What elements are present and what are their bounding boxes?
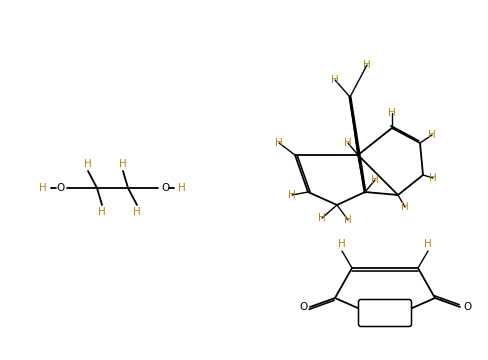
Text: H: H: [178, 183, 186, 193]
Text: H: H: [98, 207, 106, 217]
Text: H: H: [84, 159, 92, 169]
Text: H: H: [363, 60, 371, 70]
Text: H: H: [344, 138, 352, 148]
Text: H: H: [344, 215, 352, 225]
Text: H: H: [429, 173, 437, 183]
Text: H: H: [428, 130, 436, 140]
Text: O: O: [299, 302, 307, 312]
Text: H: H: [275, 138, 283, 148]
FancyBboxPatch shape: [359, 300, 411, 327]
Text: H: H: [331, 75, 339, 85]
Text: O: O: [56, 183, 64, 193]
Text: H: H: [133, 207, 141, 217]
Text: H: H: [401, 202, 409, 212]
Text: H: H: [39, 183, 47, 193]
Text: H: H: [318, 213, 326, 223]
Text: H: H: [371, 175, 379, 185]
Text: O: O: [463, 302, 471, 312]
Text: H: H: [338, 239, 346, 249]
Text: H: H: [288, 190, 296, 200]
Text: H: H: [424, 239, 432, 249]
Text: O: O: [161, 183, 169, 193]
Text: H: H: [388, 108, 396, 118]
Text: Abs: Abs: [377, 309, 393, 318]
Text: H: H: [119, 159, 127, 169]
